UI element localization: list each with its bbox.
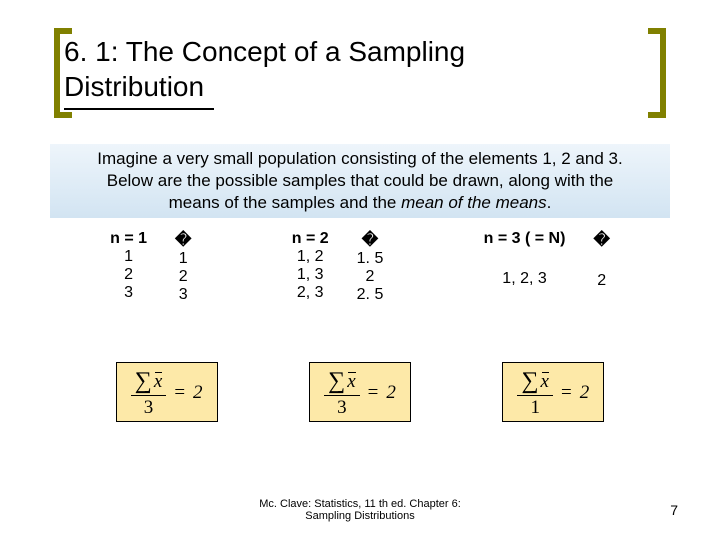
intro-line3-prefix: means of the samples and the bbox=[169, 193, 401, 212]
fraction-1: ∑x 3 bbox=[131, 369, 167, 417]
equals: = bbox=[172, 382, 187, 404]
result-2: 2 bbox=[386, 382, 396, 404]
col1-r-row: 2 bbox=[175, 268, 191, 286]
col1-header-right: � bbox=[175, 230, 191, 250]
formula-box-1: ∑x 3 = 2 bbox=[116, 362, 218, 422]
spacer bbox=[484, 248, 566, 270]
column-n2: n = 2 1, 2 1, 3 2, 3 � 1. 5 2 2. 5 bbox=[292, 230, 384, 304]
intro-line3-italic: mean of the means bbox=[401, 193, 547, 212]
xbar-icon: x bbox=[541, 372, 549, 391]
intro-line1: Imagine a very small population consisti… bbox=[97, 149, 622, 168]
formula-box-3: ∑x 1 = 2 bbox=[502, 362, 604, 422]
col1-r-row: 3 bbox=[175, 286, 191, 304]
col2-right: � 1. 5 2 2. 5 bbox=[357, 230, 384, 304]
sigma-icon: ∑ bbox=[328, 369, 345, 393]
col2-r-row: 2. 5 bbox=[357, 286, 384, 304]
title-bar: 6. 1: The Concept of a Sampling Distribu… bbox=[54, 28, 666, 118]
col2-r-row: 2 bbox=[357, 268, 384, 286]
formula-row: ∑x 3 = 2 ∑x 3 = 2 ∑x 1 = 2 bbox=[0, 362, 720, 422]
col1-r-row: 1 bbox=[175, 250, 191, 268]
bracket-right-icon bbox=[648, 28, 666, 118]
fraction-2: ∑x 3 bbox=[324, 369, 360, 417]
col2-l-row: 1, 3 bbox=[292, 266, 329, 284]
col2-header-right: � bbox=[357, 230, 384, 250]
column-n1: n = 1 1 2 3 � 1 2 3 bbox=[110, 230, 191, 304]
col1-left: n = 1 1 2 3 bbox=[110, 230, 147, 304]
footer-line1: Mc. Clave: Statistics, 11 th ed. Chapter… bbox=[259, 498, 461, 510]
col1-l-row: 1 bbox=[110, 248, 147, 266]
col3-l-row: 1, 2, 3 bbox=[484, 270, 566, 288]
xbar-icon: x bbox=[347, 372, 355, 391]
intro-line2: Below are the possible samples that coul… bbox=[107, 171, 614, 190]
result-1: 2 bbox=[193, 382, 203, 404]
denom-1: 3 bbox=[144, 396, 154, 417]
denom-2: 3 bbox=[337, 396, 347, 417]
sigma-icon: ∑ bbox=[135, 369, 152, 393]
result-3: 2 bbox=[580, 382, 590, 404]
equals: = bbox=[366, 382, 381, 404]
col2-r-row: 1. 5 bbox=[357, 250, 384, 268]
footer-line2: Sampling Distributions bbox=[305, 510, 414, 522]
slide-title: 6. 1: The Concept of a Sampling Distribu… bbox=[64, 34, 465, 104]
col1-l-row: 3 bbox=[110, 284, 147, 302]
col3-header-left: n = 3 ( = N) bbox=[484, 230, 566, 248]
formula-box-2: ∑x 3 = 2 bbox=[309, 362, 411, 422]
intro-line3-suffix: . bbox=[547, 193, 552, 212]
col2-header-left: n = 2 bbox=[292, 230, 329, 248]
title-line1: 6. 1: The Concept of a Sampling bbox=[64, 36, 465, 67]
col2-l-row: 1, 2 bbox=[292, 248, 329, 266]
spacer bbox=[593, 250, 609, 272]
equals: = bbox=[559, 382, 574, 404]
col1-right: � 1 2 3 bbox=[175, 230, 191, 304]
col3-r-row: 2 bbox=[593, 272, 609, 290]
col3-right: � 2 bbox=[593, 230, 609, 304]
col2-l-row: 2, 3 bbox=[292, 284, 329, 302]
col1-l-row: 2 bbox=[110, 266, 147, 284]
sample-columns: n = 1 1 2 3 � 1 2 3 n = 2 1, 2 1, 3 2, 3… bbox=[0, 230, 720, 304]
footer-citation: Mc. Clave: Statistics, 11 th ed. Chapter… bbox=[0, 498, 720, 522]
title-underline bbox=[64, 108, 214, 110]
title-line2: Distribution bbox=[64, 71, 204, 102]
sigma-icon: ∑ bbox=[521, 369, 538, 393]
column-n3: n = 3 ( = N) 1, 2, 3 � 2 bbox=[484, 230, 610, 304]
intro-text: Imagine a very small population consisti… bbox=[50, 144, 670, 218]
xbar-icon: x bbox=[154, 372, 162, 391]
col3-left: n = 3 ( = N) 1, 2, 3 bbox=[484, 230, 566, 304]
page-number: 7 bbox=[670, 502, 678, 518]
col2-left: n = 2 1, 2 1, 3 2, 3 bbox=[292, 230, 329, 304]
col1-header-left: n = 1 bbox=[110, 230, 147, 248]
fraction-3: ∑x 1 bbox=[517, 369, 553, 417]
col3-header-right: � bbox=[593, 230, 609, 250]
denom-3: 1 bbox=[530, 396, 540, 417]
